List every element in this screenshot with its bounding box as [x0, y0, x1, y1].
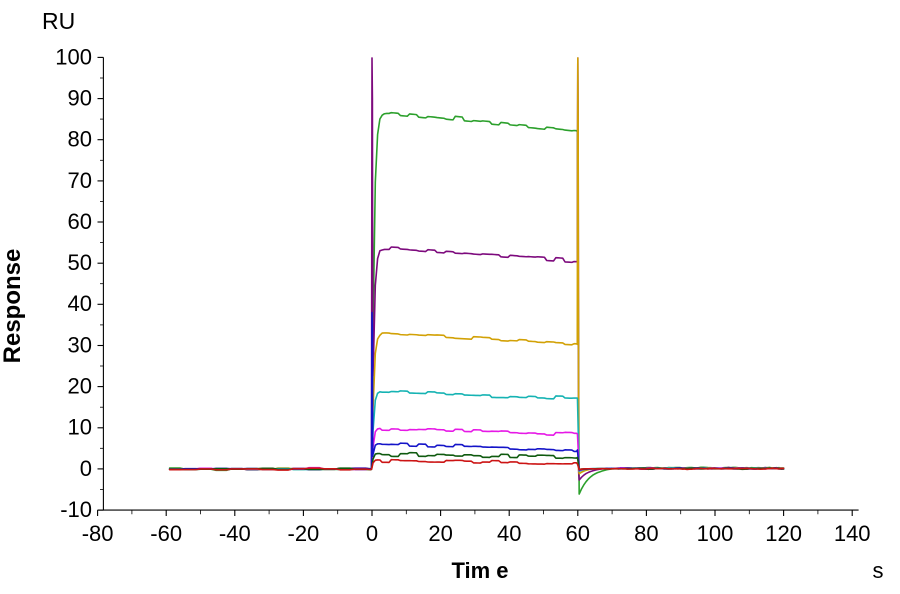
svg-text:-40: -40	[219, 521, 251, 546]
svg-text:-60: -60	[150, 521, 182, 546]
svg-text:140: 140	[834, 521, 871, 546]
svg-text:120: 120	[765, 521, 802, 546]
svg-text:10: 10	[68, 415, 92, 440]
svg-text:Tim e: Tim e	[451, 558, 508, 583]
svg-text:s: s	[873, 558, 884, 583]
svg-text:80: 80	[634, 521, 658, 546]
svg-text:0: 0	[366, 521, 378, 546]
svg-text:-80: -80	[82, 521, 114, 546]
svg-text:30: 30	[68, 332, 92, 357]
svg-text:40: 40	[497, 521, 521, 546]
svg-text:0: 0	[80, 456, 92, 481]
svg-text:80: 80	[68, 127, 92, 152]
svg-text:60: 60	[68, 209, 92, 234]
svg-text:90: 90	[68, 86, 92, 111]
svg-text:RU: RU	[42, 8, 75, 34]
svg-text:40: 40	[68, 291, 92, 316]
svg-text:70: 70	[68, 168, 92, 193]
svg-text:-20: -20	[288, 521, 320, 546]
svg-text:Response: Response	[0, 249, 26, 364]
svg-text:60: 60	[566, 521, 590, 546]
svg-text:20: 20	[428, 521, 452, 546]
svg-text:50: 50	[68, 250, 92, 275]
svg-text:100: 100	[55, 44, 92, 69]
svg-text:-10: -10	[60, 497, 92, 522]
svg-text:100: 100	[697, 521, 734, 546]
svg-text:20: 20	[68, 374, 92, 399]
